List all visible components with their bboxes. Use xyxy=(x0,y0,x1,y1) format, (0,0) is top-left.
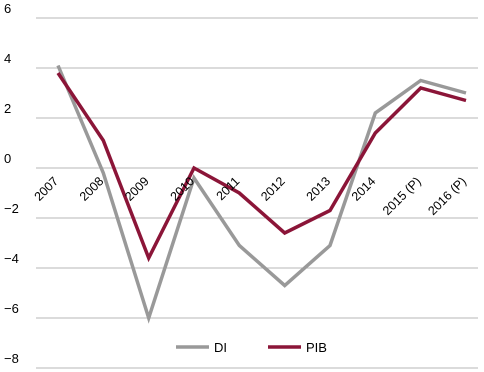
y-tick-label: 0 xyxy=(4,151,11,166)
y-tick-label: −6 xyxy=(4,301,19,316)
y-tick-label: −4 xyxy=(4,251,19,266)
x-axis-ticks: 2007 2008 2009 2010 2011 2012 2013 2014 2015 (P)… xyxy=(32,174,470,218)
y-tick-label: −8 xyxy=(4,351,19,366)
legend-label-pib: PIB xyxy=(306,340,327,355)
x-tick-label: 2013 xyxy=(304,174,334,204)
x-tick-label: 2008 xyxy=(77,174,107,204)
legend-label-di: DI xyxy=(214,340,227,355)
y-tick-label: 4 xyxy=(4,51,11,66)
x-tick-label: 2012 xyxy=(258,174,288,204)
gridlines xyxy=(36,17,478,369)
series-line-pib xyxy=(56,72,467,263)
x-tick-label: 2007 xyxy=(32,174,62,204)
x-tick-label: 2011 xyxy=(214,174,243,203)
series-lines xyxy=(56,64,467,324)
x-tick-label: 2015 (P) xyxy=(380,174,424,218)
x-tick-label: 2016 (P) xyxy=(425,174,469,218)
y-tick-label: 6 xyxy=(4,1,11,16)
y-tick-label: 2 xyxy=(4,101,11,116)
legend: DI PIB xyxy=(176,340,327,355)
y-tick-label: −2 xyxy=(4,201,19,216)
series-line-di xyxy=(56,64,467,324)
y-axis-ticks: 6 4 2 0 −2 −4 −6 −8 xyxy=(4,1,19,366)
x-tick-label: 2009 xyxy=(122,174,152,204)
